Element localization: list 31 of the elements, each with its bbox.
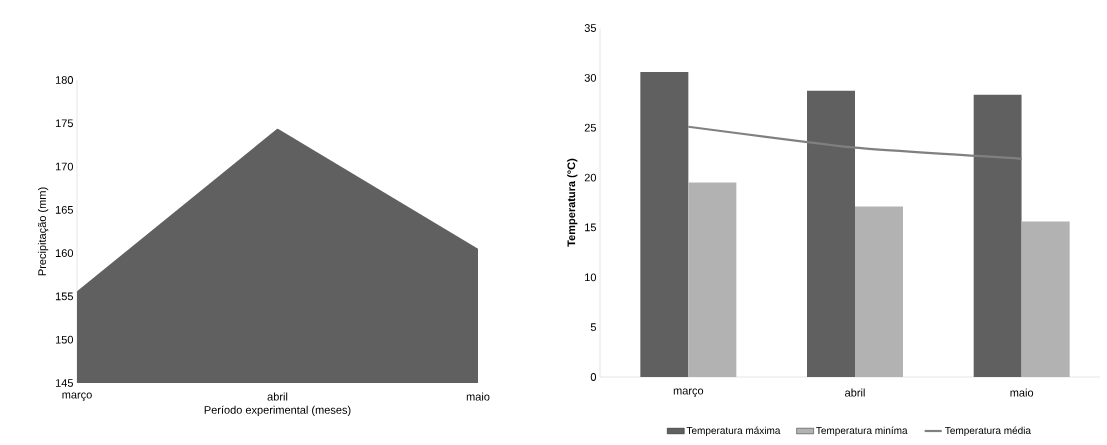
x-tick-label: maio <box>1010 388 1034 397</box>
y-tick-label: 155 <box>55 292 73 301</box>
x-tick-label: abril <box>267 392 288 401</box>
y-tick-label: 20 <box>584 173 597 182</box>
x-tick-label: maio <box>466 392 490 401</box>
y-tick-label: 170 <box>55 162 74 171</box>
y-tick-label: 30 <box>584 73 597 82</box>
y-tick-label: 25 <box>584 123 596 132</box>
legend-label: Temperatura máxima <box>686 426 781 437</box>
y-tick-label: 35 <box>584 24 596 32</box>
y-tick-label: 180 <box>55 76 74 84</box>
bar <box>807 90 856 377</box>
y-tick-label: 10 <box>585 273 597 282</box>
y-tick-label: 160 <box>55 249 74 258</box>
x-axis-title: Período experimental (meses) <box>204 405 351 417</box>
x-tick-label: abril <box>845 388 865 397</box>
legend-label: Temperatura média <box>945 426 1031 437</box>
legend-label: Temperatura miníma <box>816 426 908 437</box>
y-tick-label: 0 <box>590 373 597 381</box>
y-axis-title: Temperatura (°C) <box>567 158 578 247</box>
y-tick-label: 165 <box>55 205 73 214</box>
bar <box>640 71 689 377</box>
y-axis-title: Precipitação (mm) <box>37 187 49 276</box>
y-tick-label: 175 <box>55 119 73 128</box>
y-tick-label: 15 <box>585 223 596 232</box>
y-tick-label: 5 <box>590 323 596 331</box>
y-tick-label: 145 <box>55 379 73 387</box>
x-tick-label: março <box>673 388 704 397</box>
bar <box>973 94 1022 377</box>
x-tick-label: março <box>62 392 92 401</box>
y-tick-label: 150 <box>55 335 74 344</box>
